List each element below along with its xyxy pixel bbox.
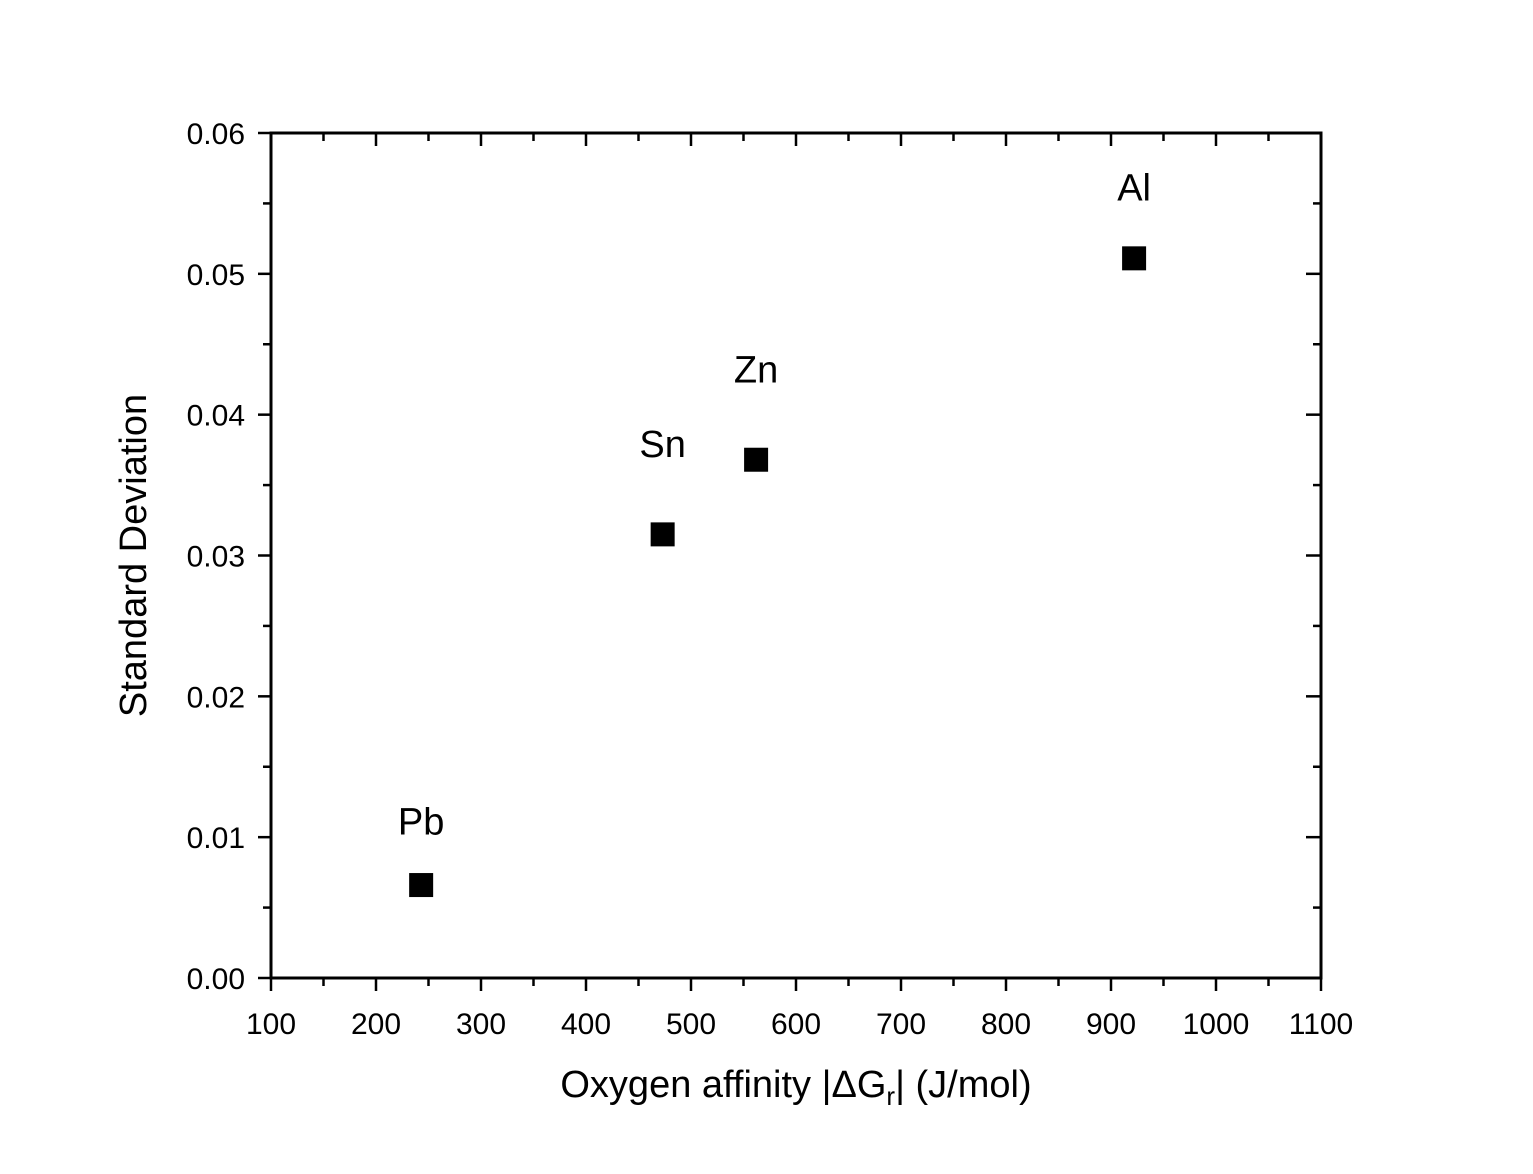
- y-axis-title: Standard Deviation: [113, 394, 155, 717]
- x-tick-label: 300: [456, 1008, 506, 1041]
- x-tick-label: 700: [876, 1008, 926, 1041]
- y-axis-ticks: 0.00 0.01 0.02 0.03 0.04 0.05 0.06: [187, 118, 1321, 996]
- y-tick-label: 0.04: [187, 400, 245, 433]
- data-point-al: [1122, 246, 1147, 271]
- x-axis-title: Oxygen affinity |ΔGr| (J/mol): [560, 1064, 1031, 1111]
- point-label-pb: Pb: [398, 801, 444, 843]
- x-axis-title-subscript: r: [886, 1081, 895, 1111]
- x-tick-label: 500: [666, 1008, 716, 1041]
- x-tick-label: 1100: [1289, 1008, 1354, 1041]
- y-tick-label: 0.02: [187, 681, 245, 714]
- x-tick-label: 400: [561, 1008, 611, 1041]
- data-points: Pb Sn Zn Al: [398, 168, 1151, 898]
- x-axis-title-bar-right: |: [895, 1064, 905, 1106]
- x-axis-title-prefix: Oxygen affinity: [560, 1064, 821, 1106]
- point-label-zn: Zn: [734, 349, 778, 391]
- x-tick-label: 100: [246, 1008, 296, 1041]
- x-axis-title-symbol: G: [857, 1064, 887, 1106]
- x-tick-label: 600: [771, 1008, 821, 1041]
- y-tick-label: 0.03: [187, 541, 245, 574]
- y-tick-label: 0.05: [187, 259, 245, 292]
- x-axis-title-delta: Δ: [831, 1064, 856, 1106]
- axes: 100 200 300 400 500 600 700 800 900 1000 1100 0.00…: [187, 118, 1354, 1041]
- data-point-zn: [744, 447, 769, 472]
- y-tick-label: 0.06: [187, 118, 245, 151]
- x-axis-title-bar-left: |: [822, 1064, 832, 1106]
- x-axis-ticks: 100 200 300 400 500 600 700 800 900 1000 1100: [246, 133, 1353, 1041]
- x-axis-title-suffix: (J/mol): [905, 1064, 1032, 1106]
- point-label-al: Al: [1117, 168, 1151, 210]
- x-tick-label: 1000: [1183, 1008, 1250, 1041]
- x-tick-label: 900: [1086, 1008, 1136, 1041]
- y-tick-label: 0.01: [187, 822, 245, 855]
- y-tick-label: 0.00: [187, 963, 245, 996]
- point-label-sn: Sn: [639, 424, 685, 466]
- data-point-pb: [409, 873, 434, 898]
- x-tick-label: 800: [981, 1008, 1031, 1041]
- x-tick-label: 200: [351, 1008, 401, 1041]
- data-point-sn: [650, 522, 675, 547]
- plot-frame: [269, 131, 1323, 980]
